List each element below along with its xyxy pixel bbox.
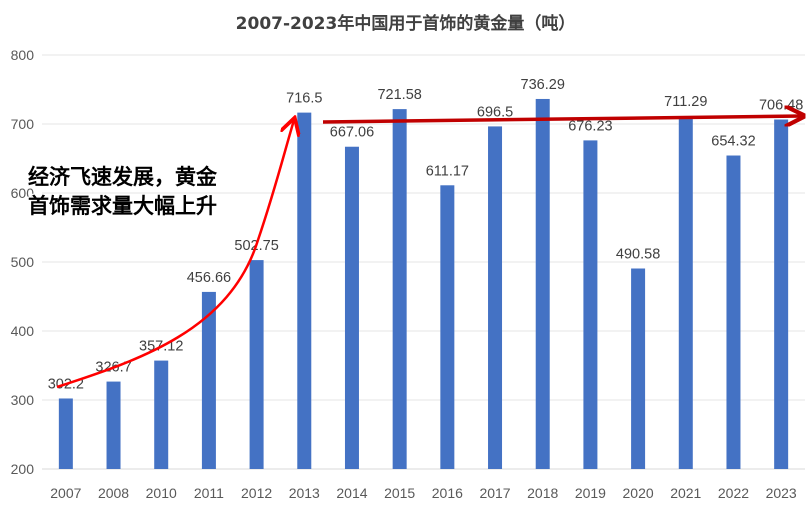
bar [535,98,550,469]
annotation-line-2: 首饰需求量大幅上升 [28,194,217,218]
y-tick-label: 700 [11,116,35,132]
bar [583,140,598,469]
x-tick-label: 2008 [98,485,129,501]
bar [392,109,407,469]
data-label: 654.32 [711,134,755,150]
x-tick-label: 2010 [146,485,177,501]
bar [678,116,693,469]
data-label: 716.5 [286,91,322,107]
rise-arrow [56,120,294,389]
x-tick-label: 2016 [432,485,463,501]
y-tick-label: 600 [11,185,35,201]
bar [774,119,789,469]
x-tick-label: 2014 [336,485,367,501]
x-tick-label: 2018 [527,485,558,501]
plateau-arrow [322,116,802,122]
x-tick-label: 2021 [670,485,701,501]
bar [297,112,312,470]
annotation-text: 经济飞速发展，黄金 首饰需求量大幅上升 [28,163,217,221]
bar [726,155,741,469]
x-tick-label: 2015 [384,485,415,501]
bar [201,291,216,469]
bar [249,260,264,469]
data-label: 490.58 [616,246,660,262]
data-label: 711.29 [664,94,707,110]
data-label: 721.58 [377,87,421,103]
y-tick-label: 800 [11,47,35,63]
y-tick-label: 500 [11,254,35,270]
x-tick-label: 2023 [766,485,797,501]
data-label: 736.29 [521,77,565,93]
x-tick-label: 2022 [718,485,749,501]
bar [488,126,503,469]
x-tick-label: 2020 [623,485,654,501]
bar [344,146,359,469]
data-label: 667.06 [330,125,374,141]
bar [58,398,73,469]
data-label: 456.66 [187,270,231,286]
annotation-line-1: 经济飞速发展，黄金 [28,165,217,189]
x-tick-label: 2013 [289,485,320,501]
x-tick-label: 2017 [479,485,510,501]
data-label: 706.48 [759,98,803,114]
bar [154,360,169,469]
bar [440,185,455,469]
data-label: 696.5 [477,104,513,120]
x-tick-label: 2019 [575,485,606,501]
y-tick-label: 400 [11,323,35,339]
data-label: 611.17 [426,163,469,179]
y-tick-label: 200 [11,461,35,477]
x-tick-label: 2012 [241,485,272,501]
y-tick-label: 300 [11,392,35,408]
bar [106,381,121,469]
chart-title: 2007-2023年中国用于首饰的黄金量（吨） [235,14,576,34]
x-tick-label: 2011 [194,485,224,501]
bar [631,268,646,469]
data-label: 676.23 [568,118,612,134]
x-tick-label: 2007 [50,485,81,501]
